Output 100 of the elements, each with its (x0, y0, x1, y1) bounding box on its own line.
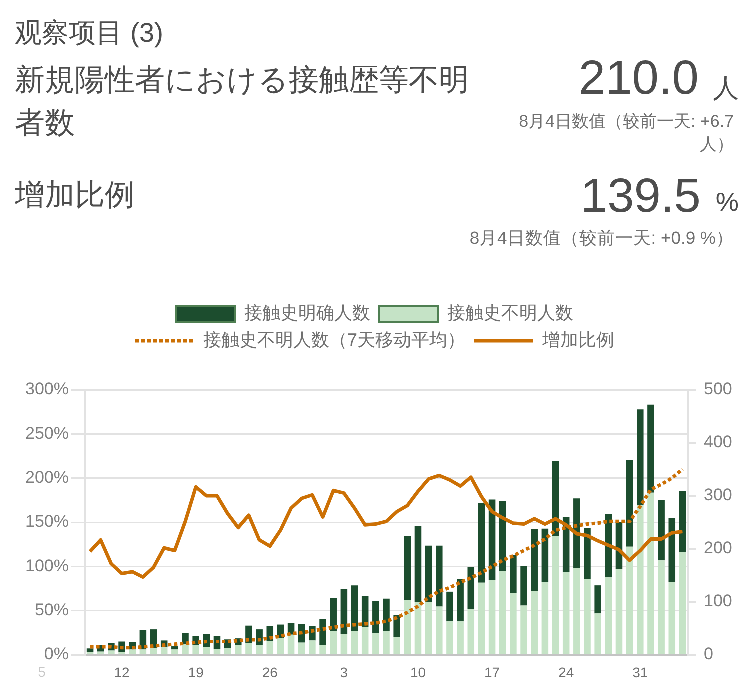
bar (552, 536, 560, 654)
bar (86, 648, 94, 652)
x-tick-label: 24 (558, 664, 574, 680)
bar (531, 591, 538, 654)
bar (574, 568, 580, 654)
bar (594, 586, 602, 614)
bar (648, 492, 654, 654)
bar (362, 596, 369, 628)
text: 210.0 (578, 52, 699, 105)
bar (394, 638, 400, 654)
text: 8月4日数值（较前一天: +6.7 人） (518, 111, 734, 156)
bar (320, 645, 326, 654)
bar (298, 642, 306, 654)
x-tick-label: 17 (484, 664, 500, 680)
bar (637, 410, 644, 506)
bar (383, 631, 390, 654)
x-tick-label: 19 (188, 664, 204, 680)
bar (584, 528, 591, 580)
y2-tick-label: 100 (704, 592, 732, 611)
x-tick-label: 31 (632, 664, 648, 680)
text: 人 (713, 73, 739, 103)
bar (520, 606, 528, 654)
y2-tick-label: 200 (704, 538, 732, 558)
bar (488, 580, 496, 654)
legend-label: 接触史不明人数 (448, 302, 574, 323)
bar (140, 650, 147, 654)
bar (436, 546, 443, 607)
legend-label: 接触史不明人数（7天移动平均） (203, 330, 466, 350)
bar (520, 566, 528, 606)
y2-tick-label: 500 (704, 380, 732, 399)
text: 增加比例 (15, 178, 135, 214)
bar (330, 598, 337, 632)
bar (679, 491, 686, 552)
bar (616, 569, 623, 654)
bar (425, 602, 432, 654)
x-tick-label: 26 (262, 664, 278, 680)
bar (192, 645, 200, 654)
bar (383, 598, 390, 632)
bar (340, 634, 348, 654)
bar (542, 528, 549, 582)
bar (256, 645, 263, 654)
bar (658, 500, 665, 561)
bar (298, 624, 306, 643)
bar (446, 592, 454, 622)
bar (404, 600, 412, 654)
bar (414, 526, 422, 602)
y2-tick-label: 300 (704, 486, 732, 505)
bar (172, 646, 178, 650)
y-tick-label: 100% (26, 556, 69, 576)
y-tick-label: 200% (26, 468, 69, 488)
bar (203, 648, 210, 654)
y-tick-label: 250% (26, 424, 69, 443)
bar (108, 650, 115, 654)
bar (246, 643, 252, 654)
x-tick-label: 12 (114, 664, 130, 680)
bar (457, 622, 464, 654)
bar (277, 638, 284, 654)
bar (668, 582, 676, 654)
bar (224, 648, 232, 654)
bar (309, 640, 316, 654)
bar (214, 649, 221, 654)
bar (404, 536, 412, 600)
bar (542, 582, 549, 654)
bar (436, 606, 443, 654)
bar (288, 634, 295, 654)
bar (478, 582, 486, 654)
bar (172, 650, 178, 654)
bar (372, 600, 380, 634)
y-tick-label: 50% (34, 600, 69, 620)
bar (182, 644, 189, 654)
bar (425, 546, 432, 602)
y-tick-label: 150% (26, 512, 69, 532)
bar (129, 650, 136, 654)
bar (330, 631, 337, 654)
bar (594, 614, 602, 654)
text: 139.5 (580, 170, 701, 223)
bar (97, 652, 104, 654)
y2-tick-label: 400 (704, 432, 732, 452)
bar (414, 602, 422, 654)
legend-label: 增加比例 (542, 330, 615, 350)
bar (362, 627, 369, 654)
bar (150, 648, 158, 654)
bar (372, 633, 380, 654)
bar (351, 586, 358, 632)
text: 8月4日数值（较前一天: +0.9 %） (468, 227, 734, 250)
bar (562, 572, 570, 654)
bar (637, 506, 644, 654)
bar (446, 622, 454, 654)
x-tick-label: 10 (410, 664, 426, 680)
y2-tick-label: 0 (704, 644, 714, 664)
x-tick-label: 3 (340, 664, 348, 680)
bar (499, 501, 506, 572)
text: % (716, 187, 739, 217)
bar (160, 648, 168, 654)
legend-label: 接触史明确人数 (244, 302, 370, 323)
bar (510, 592, 517, 654)
bar (320, 619, 326, 646)
bar (658, 560, 665, 654)
chart-title: 观察项目 (3) (15, 17, 164, 49)
bar (574, 498, 580, 568)
